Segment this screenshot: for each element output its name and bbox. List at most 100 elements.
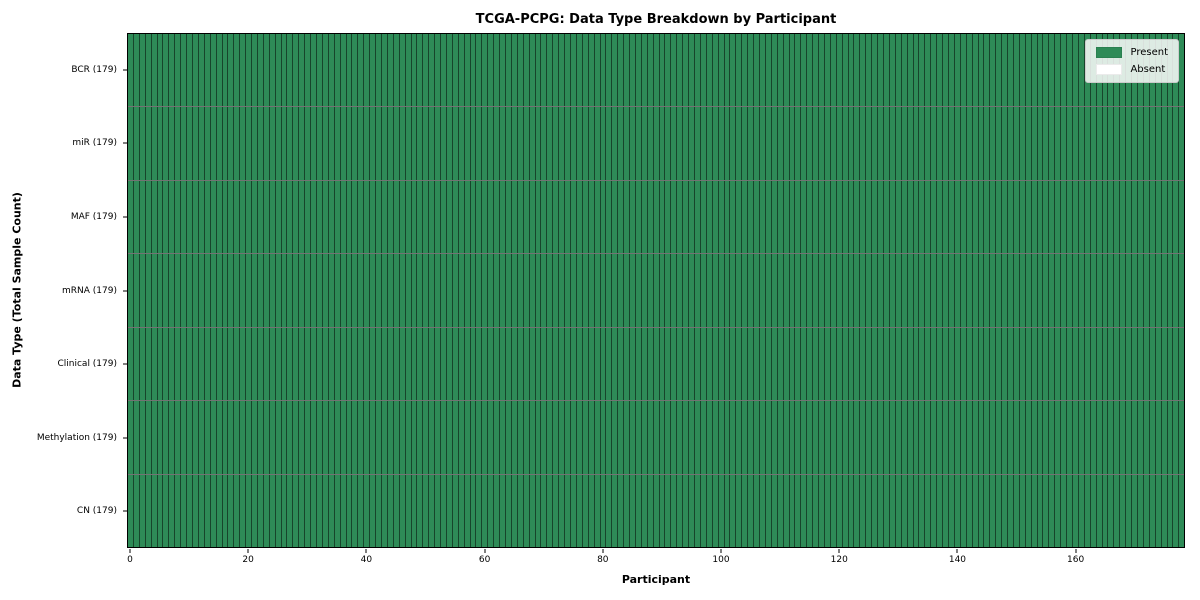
heatmap-cell bbox=[1173, 107, 1180, 180]
heatmap-cell bbox=[683, 254, 690, 327]
heatmap-cell bbox=[1013, 107, 1020, 180]
heatmap-cell bbox=[541, 107, 548, 180]
heatmap-cell bbox=[901, 34, 908, 107]
heatmap-cell bbox=[978, 474, 985, 547]
heatmap-cell bbox=[529, 180, 536, 254]
heatmap-cell bbox=[1090, 180, 1097, 254]
heatmap-cell bbox=[340, 107, 347, 180]
heatmap-cell bbox=[978, 254, 985, 327]
heatmap-cell bbox=[133, 327, 140, 401]
legend-label: Present bbox=[1130, 46, 1168, 58]
y-axis-ticks: BCR (179) miR (179) MAF (179) mRNA (179) Cli… bbox=[0, 33, 127, 548]
heatmap-cell bbox=[748, 474, 755, 547]
heatmap-cell bbox=[807, 327, 814, 401]
heatmap-cell bbox=[641, 474, 648, 547]
heatmap-cell bbox=[878, 327, 884, 401]
heatmap-cell bbox=[246, 401, 253, 474]
heatmap-cell bbox=[588, 327, 595, 401]
heatmap-cell bbox=[972, 34, 979, 107]
heatmap-cell bbox=[405, 34, 412, 107]
heatmap-cell bbox=[1096, 254, 1103, 327]
heatmap-cell bbox=[824, 401, 831, 474]
heatmap-cell bbox=[801, 474, 808, 547]
heatmap-cell bbox=[624, 401, 631, 474]
heatmap-cell bbox=[417, 107, 424, 180]
heatmap-cell bbox=[1019, 107, 1026, 180]
heatmap-cell bbox=[293, 34, 300, 107]
heatmap-cell bbox=[1008, 180, 1014, 254]
heatmap-cell bbox=[582, 107, 589, 180]
heatmap-cell bbox=[813, 327, 820, 401]
heatmap-cell bbox=[700, 107, 707, 180]
heatmap-cell bbox=[252, 254, 258, 327]
heatmap-cell bbox=[683, 401, 690, 474]
heatmap-cell bbox=[824, 180, 831, 254]
heatmap-cell bbox=[759, 107, 766, 180]
heatmap-cell bbox=[240, 34, 247, 107]
heatmap-cell bbox=[712, 474, 719, 547]
heatmap-cell bbox=[819, 474, 825, 547]
heatmap-cell bbox=[429, 254, 436, 327]
x-tick-label: 20 bbox=[242, 555, 254, 565]
heatmap-cell bbox=[1019, 254, 1026, 327]
heatmap-cell bbox=[695, 327, 701, 401]
heatmap-cell bbox=[712, 107, 719, 180]
heatmap-cell bbox=[222, 401, 229, 474]
heatmap-cell bbox=[517, 180, 524, 254]
heatmap-cell bbox=[1155, 107, 1162, 180]
heatmap-cell bbox=[494, 180, 501, 254]
heatmap-cell bbox=[387, 254, 394, 327]
heatmap-cell bbox=[346, 401, 353, 474]
heatmap-cell bbox=[748, 401, 755, 474]
heatmap-cell bbox=[712, 254, 719, 327]
heatmap-cell bbox=[393, 401, 400, 474]
heatmap-cell bbox=[1143, 401, 1150, 474]
heatmap-cell bbox=[139, 474, 146, 547]
heatmap-cell bbox=[1008, 107, 1014, 180]
heatmap-cell bbox=[730, 401, 737, 474]
heatmap-cell bbox=[907, 474, 914, 547]
heatmap-cell bbox=[748, 254, 755, 327]
heatmap-cell bbox=[565, 180, 571, 254]
heatmap-cell bbox=[978, 107, 985, 180]
heatmap-cell bbox=[470, 474, 477, 547]
heatmap-cell bbox=[612, 474, 619, 547]
heatmap-cell bbox=[1043, 254, 1050, 327]
heatmap-cell bbox=[996, 254, 1003, 327]
heatmap-cell bbox=[287, 107, 294, 180]
heatmap-cell bbox=[1179, 180, 1185, 254]
heatmap-cell bbox=[482, 474, 489, 547]
heatmap-cell bbox=[163, 474, 170, 547]
heatmap-cell bbox=[500, 254, 506, 327]
heatmap-row bbox=[128, 254, 1185, 328]
heatmap-cell bbox=[931, 180, 938, 254]
heatmap-cell bbox=[488, 34, 495, 107]
heatmap-cell bbox=[659, 401, 666, 474]
heatmap-cell bbox=[565, 327, 571, 401]
heatmap-cell bbox=[1025, 254, 1032, 327]
y-tick-label: CN (179) bbox=[76, 506, 117, 517]
heatmap-cell bbox=[464, 254, 471, 327]
heatmap-cell bbox=[931, 254, 938, 327]
heatmap-cell bbox=[500, 474, 506, 547]
heatmap-cell bbox=[1096, 327, 1103, 401]
heatmap-cell bbox=[635, 327, 642, 401]
heatmap-cell bbox=[594, 180, 601, 254]
heatmap-cell bbox=[1143, 327, 1150, 401]
heatmap-cell bbox=[387, 401, 394, 474]
heatmap-cell bbox=[334, 107, 341, 180]
x-tick-mark bbox=[129, 549, 131, 553]
heatmap-cell bbox=[836, 34, 843, 107]
x-tick-label: 160 bbox=[1067, 555, 1085, 565]
heatmap-cell bbox=[458, 107, 465, 180]
heatmap-cell bbox=[275, 34, 282, 107]
legend-item: Present bbox=[1096, 47, 1168, 58]
heatmap-cell bbox=[287, 474, 294, 547]
heatmap-cell bbox=[1037, 474, 1044, 547]
heatmap-cell bbox=[133, 180, 140, 254]
heatmap-cell bbox=[848, 107, 855, 180]
heatmap-cell bbox=[222, 34, 229, 107]
heatmap-cell bbox=[683, 34, 690, 107]
heatmap-cell bbox=[476, 474, 483, 547]
heatmap-cell bbox=[570, 401, 577, 474]
